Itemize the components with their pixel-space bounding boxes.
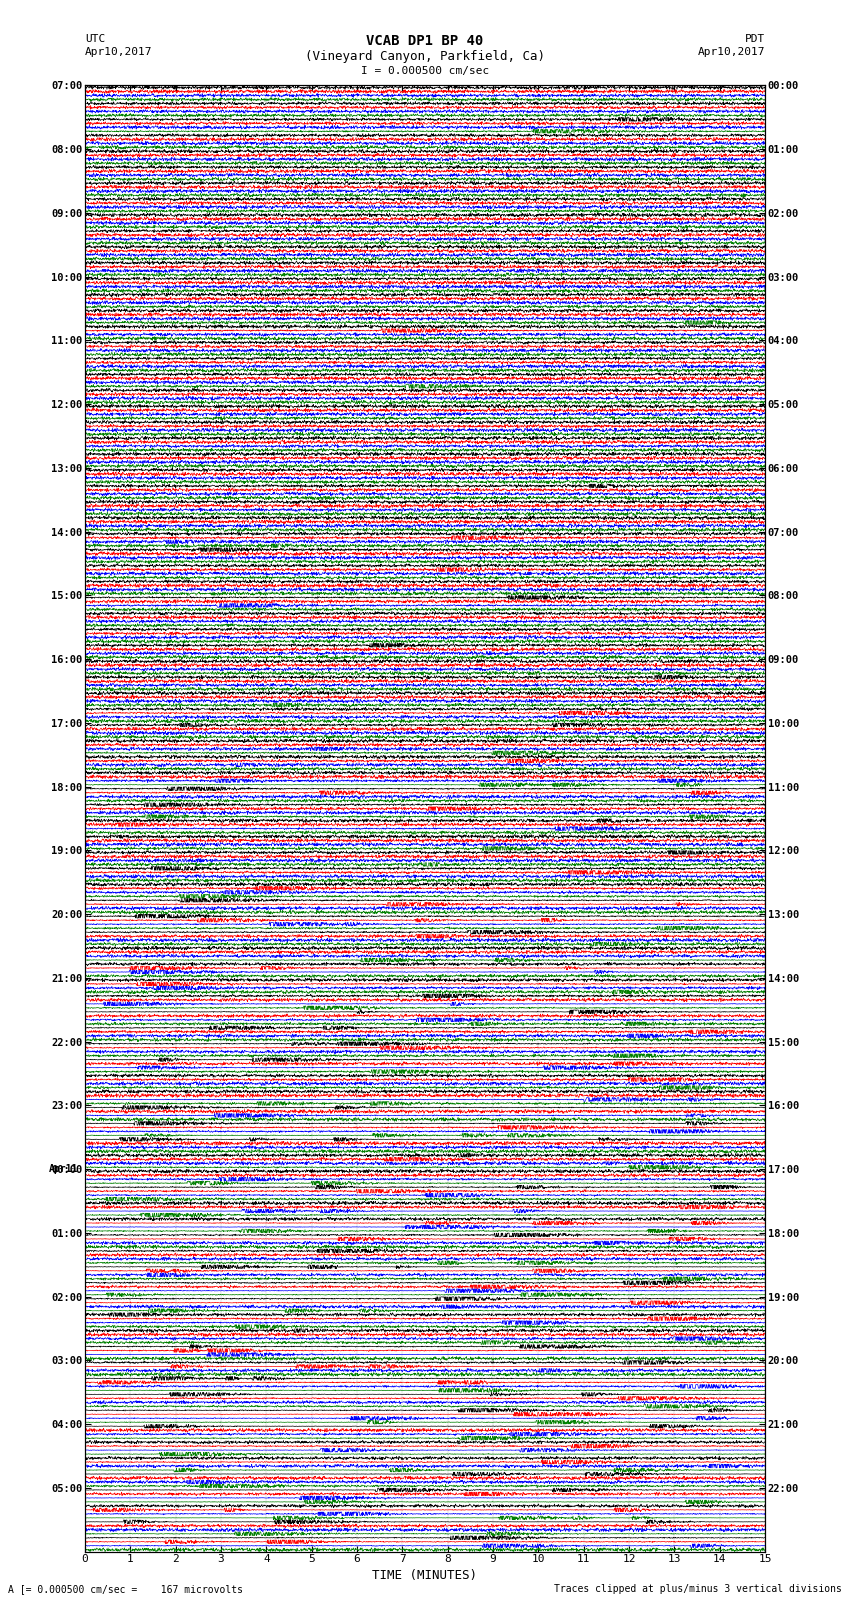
- Text: Apr11: Apr11: [48, 1165, 78, 1174]
- Text: VCAB DP1 BP 40: VCAB DP1 BP 40: [366, 34, 484, 48]
- Text: UTC: UTC: [85, 34, 105, 44]
- Text: PDT: PDT: [745, 34, 765, 44]
- Text: Apr10,2017: Apr10,2017: [85, 47, 152, 56]
- Text: (Vineyard Canyon, Parkfield, Ca): (Vineyard Canyon, Parkfield, Ca): [305, 50, 545, 63]
- X-axis label: TIME (MINUTES): TIME (MINUTES): [372, 1569, 478, 1582]
- Text: Apr10,2017: Apr10,2017: [698, 47, 765, 56]
- Text: I = 0.000500 cm/sec: I = 0.000500 cm/sec: [361, 66, 489, 76]
- Text: Traces clipped at plus/minus 3 vertical divisions: Traces clipped at plus/minus 3 vertical …: [553, 1584, 842, 1594]
- Text: A [= 0.000500 cm/sec =    167 microvolts: A [= 0.000500 cm/sec = 167 microvolts: [8, 1584, 243, 1594]
